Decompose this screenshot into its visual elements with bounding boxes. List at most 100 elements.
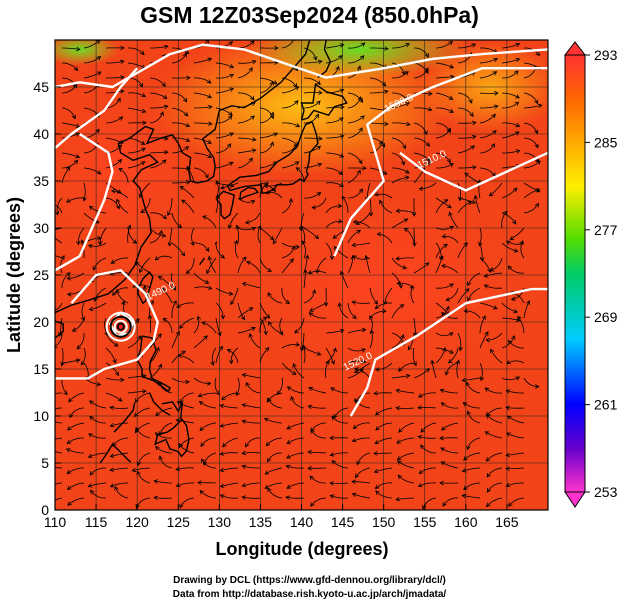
streamline [89, 205, 107, 214]
y-axis: 0 5 10 15 20 25 30 35 40 45 [33, 39, 61, 518]
streamline-arrowhead [55, 210, 60, 216]
streamline [340, 271, 349, 289]
streamline-arrowhead [484, 387, 490, 392]
streamline-arrowhead [317, 162, 323, 167]
streamline-arrowhead [398, 367, 403, 372]
streamline [201, 458, 216, 469]
streamline-arrowhead [228, 161, 234, 166]
streamline [127, 161, 146, 169]
streamline-arrowhead [332, 347, 337, 353]
streamline-arrowhead [466, 281, 472, 287]
streamline-arrowhead [197, 480, 202, 485]
streamline [310, 497, 327, 507]
streamline-arrowhead [89, 470, 94, 476]
streamline [198, 392, 217, 397]
streamline-arrowhead [164, 149, 169, 155]
streamline-arrowhead [250, 199, 256, 205]
streamline-arrowhead [471, 199, 477, 204]
streamline-arrowhead [508, 502, 513, 507]
streamline-arrowhead [396, 455, 402, 461]
streamline [149, 159, 167, 169]
streamline-arrowhead [484, 431, 490, 436]
streamline-arrowhead [241, 482, 247, 488]
streamline-arrowhead [330, 360, 335, 365]
streamline [110, 272, 129, 275]
streamline [501, 43, 520, 49]
streamline [203, 452, 217, 466]
streamline [457, 92, 473, 104]
streamline-arrowhead [339, 153, 345, 158]
streamline-arrowhead [186, 75, 191, 81]
streamline [237, 227, 256, 231]
streamline-arrowhead [142, 120, 147, 126]
streamline-arrowhead [506, 359, 511, 365]
streamline [137, 471, 151, 484]
streamline-arrowhead [186, 179, 191, 185]
streamline-arrowhead [158, 431, 164, 436]
streamline-arrowhead [466, 410, 471, 416]
streamline-arrowhead [248, 157, 253, 162]
streamline-arrowhead [486, 487, 491, 493]
streamline [281, 246, 295, 259]
streamline [61, 159, 78, 169]
streamline-arrowhead [341, 195, 347, 201]
streamline [281, 122, 300, 127]
streamline [462, 495, 481, 499]
streamline-arrowhead [492, 71, 498, 76]
streamline [435, 225, 454, 230]
streamline-arrowhead [141, 147, 146, 152]
streamline [510, 227, 525, 240]
streamline-arrowhead [119, 377, 125, 383]
streamline [237, 92, 255, 100]
streamline-arrowhead [449, 108, 454, 113]
streamline-arrowhead [119, 59, 125, 65]
streamline [281, 258, 294, 274]
streamline-arrowhead [207, 139, 212, 144]
streamline [458, 166, 476, 169]
streamline-arrowhead [295, 244, 301, 250]
streamline-arrowhead [301, 240, 306, 245]
streamline [397, 460, 415, 469]
streamline-arrowhead [208, 121, 213, 126]
streamline [127, 147, 146, 154]
streamline-arrowhead [248, 67, 253, 72]
streamline [220, 452, 239, 455]
height-contours [55, 43, 548, 417]
streamline [259, 317, 267, 335]
streamline-arrowhead [80, 360, 86, 366]
streamline-arrowhead [251, 137, 257, 142]
streamline-arrowhead [514, 70, 519, 76]
streamline [326, 167, 343, 175]
streamline [413, 161, 431, 169]
streamline [392, 43, 410, 49]
streamline-arrowhead [154, 256, 160, 261]
streamline-arrowhead [60, 255, 65, 261]
streamline-arrowhead [179, 503, 184, 509]
streamline-arrowhead [418, 393, 423, 398]
streamline-arrowhead [248, 332, 253, 338]
streamline-arrowhead [227, 115, 233, 120]
streamline-arrowhead [490, 348, 495, 354]
streamline [352, 437, 370, 442]
streamline [193, 377, 211, 385]
streamline-arrowhead [515, 376, 521, 381]
streamline [523, 152, 539, 163]
streamline-arrowhead [184, 146, 190, 151]
streamline-arrowhead [463, 308, 469, 314]
streamline-arrowhead [262, 316, 268, 321]
streamline-arrowhead [352, 314, 357, 319]
streamline [134, 392, 151, 403]
streamline-arrowhead [293, 143, 298, 149]
streamline-arrowhead [66, 272, 71, 277]
streamline-arrowhead [382, 308, 387, 314]
streamline-arrowhead [222, 442, 227, 448]
streamline [242, 482, 260, 487]
streamline-arrowhead [293, 100, 299, 105]
coastline [239, 186, 260, 201]
contour-line [399, 151, 548, 192]
streamline-arrowhead [220, 254, 226, 259]
streamline-arrowhead [491, 113, 496, 119]
streamline-arrowhead [505, 466, 510, 471]
streamline [326, 152, 344, 158]
streamline [83, 212, 100, 224]
